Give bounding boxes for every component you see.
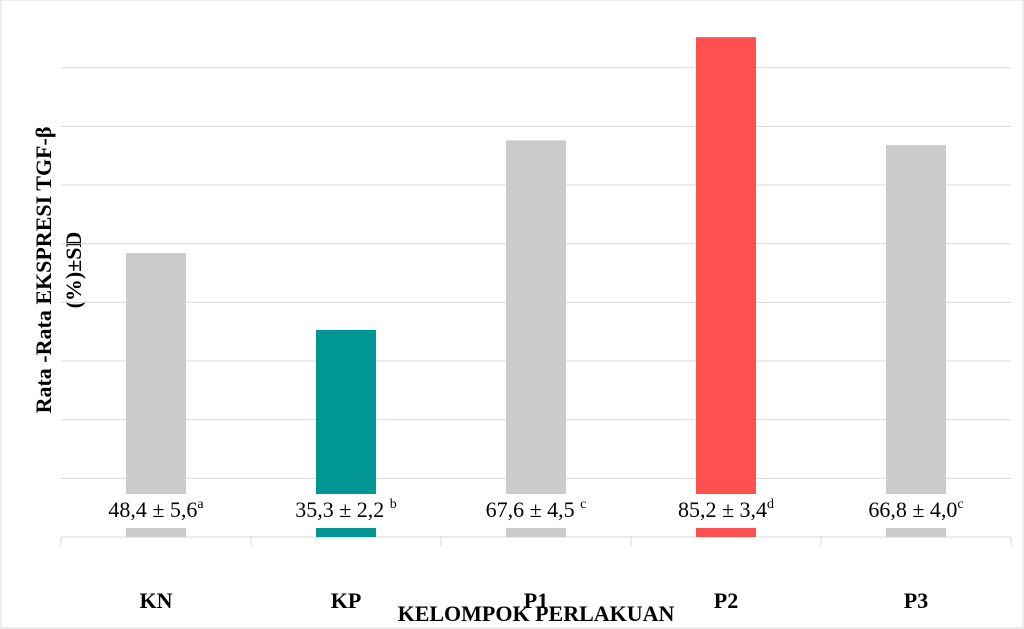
data-label-superscript: b xyxy=(390,497,397,512)
data-label-superscript: c xyxy=(580,497,586,512)
y-axis-title: Rata -Rata EKSPRESI TGF-β (%)±SD xyxy=(31,127,86,414)
chart: Rata -Rata EKSPRESI TGF-β (%)±SD KELOMPO… xyxy=(0,0,1024,629)
data-label: 67,6 ± 4,5 c xyxy=(486,497,587,522)
bar xyxy=(696,37,756,537)
y-axis-title-line: Rata -Rata EKSPRESI TGF-β xyxy=(31,127,56,414)
data-label-value: 66,8 ± 4,0 xyxy=(868,497,957,522)
data-label-value: 48,4 ± 5,6 xyxy=(108,497,197,522)
data-label: 48,4 ± 5,6a xyxy=(108,497,204,522)
data-label-superscript: c xyxy=(957,497,963,512)
data-label: 85,2 ± 3,4d xyxy=(678,497,774,522)
data-label-value: 67,6 ± 4,5 xyxy=(486,497,581,522)
data-label-superscript: a xyxy=(197,497,204,512)
bar xyxy=(886,145,946,537)
x-tick-label: KN xyxy=(140,588,173,613)
y-axis-title-line: (%)±SD xyxy=(61,232,86,309)
x-tick-label: P2 xyxy=(714,588,738,613)
data-label-superscript: d xyxy=(767,497,774,512)
x-tick-label: P1 xyxy=(524,588,548,613)
data-label-value: 35,3 ± 2,2 xyxy=(295,497,390,522)
data-label-value: 85,2 ± 3,4 xyxy=(678,497,767,522)
data-label: 66,8 ± 4,0c xyxy=(868,497,963,522)
x-tick-label: KP xyxy=(331,588,362,613)
data-label: 35,3 ± 2,2 b xyxy=(295,497,397,522)
bar xyxy=(506,140,566,537)
x-tick-label: P3 xyxy=(904,588,928,613)
